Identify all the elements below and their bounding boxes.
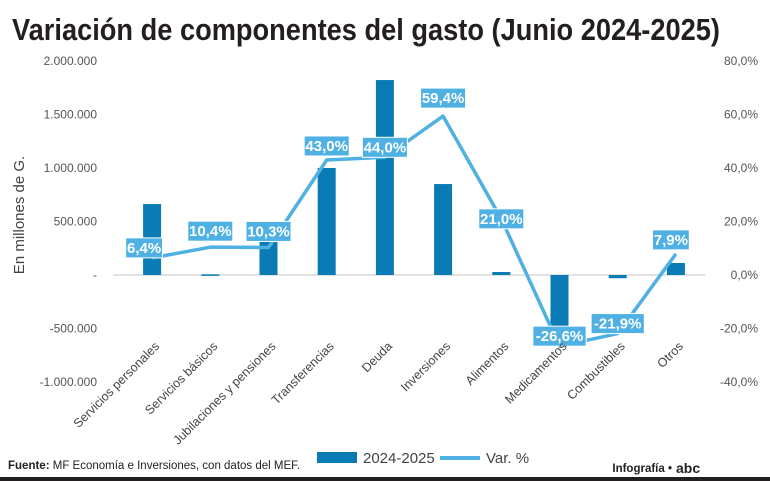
var-line	[151, 114, 678, 348]
bar-9	[608, 275, 627, 279]
category-label: Alimentos	[463, 339, 512, 388]
right-tick-label: 80,0%	[724, 54, 758, 68]
data-label-box	[361, 136, 408, 158]
bar-5	[375, 80, 394, 276]
category-label: Otros	[655, 339, 687, 371]
left-tick-label: 500.000	[54, 215, 98, 229]
left-tick-label: 1.000.000	[44, 161, 98, 175]
data-label: 10,4%	[189, 223, 232, 240]
data-label: -21,9%	[594, 316, 642, 333]
legend-bar-label: 2024-2025	[363, 450, 435, 467]
right-tick-label: -20,0%	[720, 322, 758, 336]
category-label: Transferencias	[269, 339, 337, 407]
left-tick-label: 1.500.000	[44, 108, 98, 122]
right-tick-label: 20,0%	[724, 215, 758, 229]
category-label: Jubilaciones y pensiones	[170, 339, 278, 447]
bar-2	[201, 274, 220, 276]
data-label-box	[420, 87, 467, 109]
source-text: MF Economía e Inversiones, con datos del…	[53, 460, 300, 472]
bar-4	[317, 168, 336, 275]
data-label: 43,0%	[305, 138, 348, 155]
data-label: 7,9%	[654, 232, 688, 249]
bottom-rule	[0, 477, 770, 481]
right-tick-label: -40,0%	[720, 375, 758, 389]
left-tick-label: 2.000.000	[44, 54, 98, 68]
data-label-box	[652, 229, 690, 251]
right-tick-label: 40,0%	[724, 161, 758, 175]
abc-logo: abc	[676, 460, 700, 476]
data-label: 59,4%	[422, 90, 465, 107]
chart-title: Variación de componentes del gasto (Juni…	[12, 12, 720, 47]
data-label: 21,0%	[480, 211, 523, 228]
legend-line-label: Var. %	[486, 450, 529, 467]
right-tick-label: 60,0%	[724, 108, 758, 122]
data-label: 10,3%	[247, 223, 290, 240]
credit-text: Infografía •	[612, 463, 672, 475]
bar-10	[666, 263, 685, 275]
data-label: 44,0%	[364, 139, 407, 156]
data-label-box	[590, 313, 645, 335]
source-label: Fuente:	[8, 460, 50, 472]
data-label: -26,6%	[536, 328, 584, 345]
data-label: 6,4%	[127, 240, 161, 257]
category-label: Inversiones	[398, 339, 453, 394]
category-label: Medicamentos	[502, 339, 569, 406]
data-label-box	[245, 220, 292, 242]
data-label-box	[478, 208, 525, 230]
category-label: Deuda	[359, 339, 395, 375]
right-tick-label: 0,0%	[731, 268, 759, 282]
bar-8	[550, 275, 569, 339]
legend-bar-swatch	[317, 452, 357, 463]
left-tick-label: -500.000	[50, 322, 98, 336]
bar-7	[492, 272, 511, 275]
data-label-box	[303, 135, 350, 157]
left-tick-label: -1.000.000	[40, 375, 98, 389]
data-label-box	[125, 237, 163, 259]
bar-6	[434, 184, 453, 275]
data-label-box	[187, 220, 234, 242]
data-label-box	[532, 325, 587, 347]
y-axis-label: En millones de G.	[11, 156, 28, 274]
category-label: Combustibles	[564, 339, 627, 402]
left-tick-label: -	[93, 268, 97, 282]
legend: 2024-2025 Var. %	[317, 450, 529, 467]
source-note: Fuente: MF Economía e Inversiones, con d…	[8, 460, 300, 472]
